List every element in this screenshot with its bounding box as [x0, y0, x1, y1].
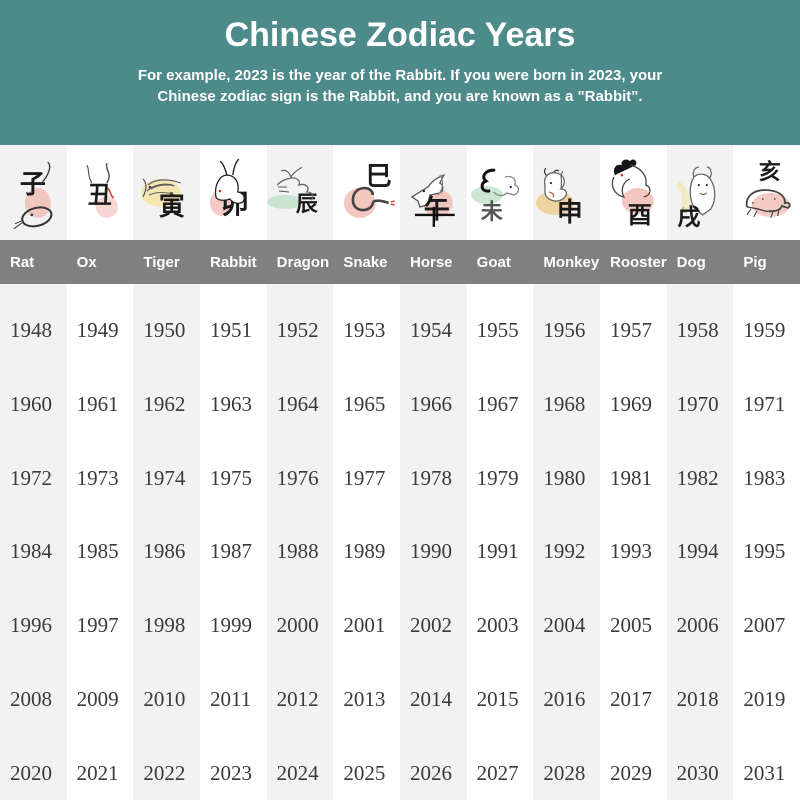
svg-text:丑: 丑 — [88, 182, 112, 209]
svg-text:寅: 寅 — [159, 191, 185, 221]
svg-text:巳: 巳 — [366, 163, 392, 191]
svg-text:酉: 酉 — [628, 202, 652, 229]
svg-text:子: 子 — [20, 171, 46, 199]
svg-text:戌: 戌 — [677, 204, 700, 230]
svg-text:亥: 亥 — [759, 159, 781, 184]
svg-text:辰: 辰 — [296, 191, 318, 216]
svg-text:午: 午 — [424, 194, 450, 224]
svg-text:未: 未 — [481, 199, 503, 224]
svg-text:申: 申 — [557, 198, 583, 227]
